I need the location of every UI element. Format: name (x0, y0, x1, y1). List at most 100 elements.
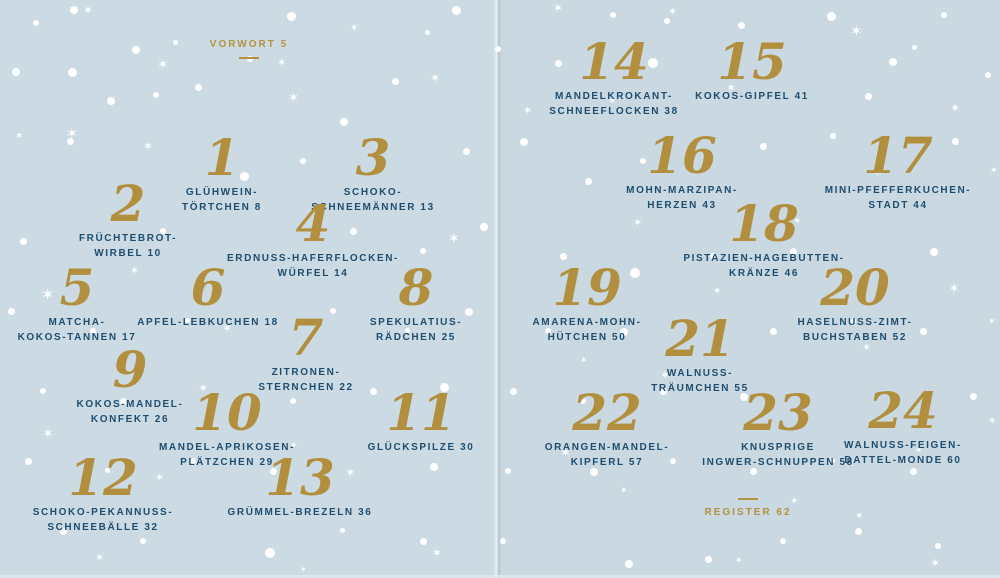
toc-entry[interactable]: 10 MANDEL-APRIKOSEN- PLÄTZCHEN 29 (117, 387, 337, 470)
toc-entry[interactable]: 23 KNUSPRIGE INGWER-SCHNUPPEN 58 (668, 387, 888, 470)
toc-entry[interactable]: 21 WALNUSS- TRÄUMCHEN 55 (590, 313, 810, 396)
snow-dot (889, 58, 897, 66)
toc-entry[interactable]: 22 ORANGEN-MANDEL- KIPFERL 57 (497, 387, 717, 470)
snow-dot (520, 138, 528, 146)
snow-dot (670, 458, 676, 464)
snow-dot (265, 548, 275, 558)
snow-dot (480, 223, 488, 231)
toc-entry-number: 5 (59, 258, 95, 317)
toc-entry[interactable]: 9 KOKOS-MANDEL- KONFEKT 26 (20, 344, 240, 427)
snow-dot (160, 228, 166, 234)
toc-entry-label: WALNUSS- TRÄUMCHEN 55 (651, 368, 749, 394)
snowflake-icon: ✶ (553, 1, 564, 15)
snow-dot (25, 458, 32, 465)
snowflake-icon: ✶ (726, 81, 737, 95)
toc-entry-label: SPEKULATIUS- RÄDCHEN 25 (369, 317, 463, 343)
toc-entry[interactable]: 20 HASELNUSS-ZIMT- BUCHSTABEN 52 (745, 262, 965, 345)
snow-dot (270, 468, 277, 475)
toc-entry[interactable]: 13 GRÜMMEL-BREZELN 36 (190, 452, 410, 520)
snow-dot (660, 388, 667, 395)
toc-entry[interactable]: 24 WALNUSS-FEIGEN- DATTEL-MONDE 60 (793, 385, 1000, 468)
toc-entry-label: MATCHA- KOKOS-TANNEN 17 (17, 317, 137, 343)
snowflake-icon: ✶ (143, 139, 154, 153)
toc-entry[interactable]: 2 FRÜCHTEBROT- WIRBEL 10 (18, 178, 238, 261)
toc-entry-register[interactable]: REGISTER 62 (668, 491, 828, 518)
snow-dot (465, 308, 473, 316)
toc-entry[interactable]: 18 PISTAZIEN-HAGEBUTTEN- KRÄNZE 46 (654, 198, 874, 281)
snowflake-icon: ✶ (157, 57, 169, 73)
snowflake-icon: ✶ (95, 551, 105, 564)
snowflake-icon: ✶ (793, 216, 802, 227)
snow-dot (827, 12, 836, 21)
snow-dot (705, 556, 712, 563)
toc-entry-number: 24 (868, 381, 938, 440)
snow-dot (710, 253, 716, 259)
snow-dot (620, 328, 628, 336)
toc-entry-label: MOHN-MARZIPAN- HERZEN 43 (626, 185, 738, 211)
vorwort-underline (239, 57, 259, 59)
toc-entry[interactable]: 19 AMARENA-MOHN- HÜTCHEN 50 (477, 262, 697, 345)
toc-entry[interactable]: 3 SCHOKO- SCHNEEMÄNNER 13 (263, 132, 483, 215)
snow-dot (555, 60, 562, 67)
toc-entry-number: 18 (729, 194, 799, 253)
toc-entry[interactable]: 4 ERDNUSS-HAFERFLOCKEN- WÜRFEL 14 (203, 198, 423, 281)
snow-dot (590, 468, 598, 476)
snow-dot (985, 72, 991, 78)
snowflake-icon: ✶ (288, 91, 299, 106)
page-bottom-edge (0, 575, 1000, 578)
toc-entry-number: 12 (68, 448, 138, 507)
snowflake-icon: ✶ (988, 416, 997, 427)
snow-dot (420, 538, 427, 545)
toc-entry-label: KNUSPRIGE INGWER-SCHNUPPEN 58 (702, 442, 854, 468)
snow-dot (190, 458, 196, 464)
snowflake-icon: ✶ (633, 216, 643, 229)
snow-dot (790, 248, 797, 255)
toc-entry-label: AMARENA-MOHN- HÜTCHEN 50 (532, 317, 642, 343)
toc-entry[interactable]: 1 GLÜHWEIN- TÖRTCHEN 8 (112, 132, 332, 215)
snow-dot (185, 318, 190, 323)
toc-entry[interactable]: 7 ZITRONEN- STERNCHEN 22 (196, 312, 416, 395)
toc-entry[interactable]: 8 SPEKULATIUS- RÄDCHEN 25 (306, 262, 526, 345)
snowflake-icon: ✶ (850, 22, 863, 40)
snow-dot (420, 248, 426, 254)
snowflake-icon: ✶ (15, 131, 24, 142)
toc-entry[interactable]: 11 GLÜCKSPILZE 30 (311, 387, 531, 455)
toc-entry-number: 15 (717, 32, 787, 91)
toc-entry-label: GRÜMMEL-BREZELN 36 (227, 507, 373, 518)
snow-dot (830, 133, 836, 139)
toc-entry[interactable]: 14 MANDELKROKANT- SCHNEEFLOCKEN 38 (504, 36, 724, 119)
toc-entry-label: WALNUSS-FEIGEN- DATTEL-MONDE 60 (844, 440, 962, 466)
snow-dot (140, 538, 146, 544)
snow-dot (912, 45, 917, 50)
snow-dot (505, 468, 511, 474)
snow-dot (560, 253, 567, 260)
snow-dot (392, 78, 399, 85)
toc-entry-label: GLÜCKSPILZE 30 (367, 442, 475, 453)
toc-entry-number: 6 (190, 258, 226, 317)
toc-entry-number: 11 (386, 383, 456, 442)
toc-entry-number: 13 (265, 448, 335, 507)
snowflake-icon: ✶ (930, 556, 941, 570)
page-left (0, 0, 497, 578)
toc-entry[interactable]: 17 MINI-PFEFFERKUCHEN- STADT 44 (788, 130, 1000, 213)
snow-dot (830, 458, 835, 463)
toc-entry-number: 16 (647, 126, 717, 185)
snow-dot (107, 97, 115, 105)
snow-dot (405, 328, 410, 333)
snowflake-icon: ✶ (198, 381, 209, 395)
toc-entry[interactable]: 6 APFEL-LEBKUCHEN 18 (98, 262, 318, 330)
snowflake-icon: ✶ (41, 285, 55, 304)
toc-entry[interactable]: 5 MATCHA- KOKOS-TANNEN 17 (0, 262, 187, 345)
toc-entry[interactable]: 12 SCHOKO-PEKANNUSS- SCHNEEBÄLLE 32 (0, 452, 213, 535)
snow-dot (452, 6, 461, 15)
snow-dot (952, 138, 959, 145)
snowflake-icon: ✶ (277, 56, 287, 69)
snowflake-icon: ✶ (300, 565, 307, 574)
toc-entry[interactable]: 15 KOKOS-GIPFEL 41 (642, 36, 862, 104)
toc-entry-label: HASELNUSS-ZIMT- BUCHSTABEN 52 (797, 317, 913, 343)
toc-entry[interactable]: 16 MOHN-MARZIPAN- HERZEN 43 (572, 130, 792, 213)
snow-dot (495, 46, 501, 52)
toc-entry-vorwort[interactable]: VORWORT 5 (169, 39, 329, 66)
snowflake-icon: ✶ (83, 3, 94, 17)
snow-dot (440, 383, 449, 392)
